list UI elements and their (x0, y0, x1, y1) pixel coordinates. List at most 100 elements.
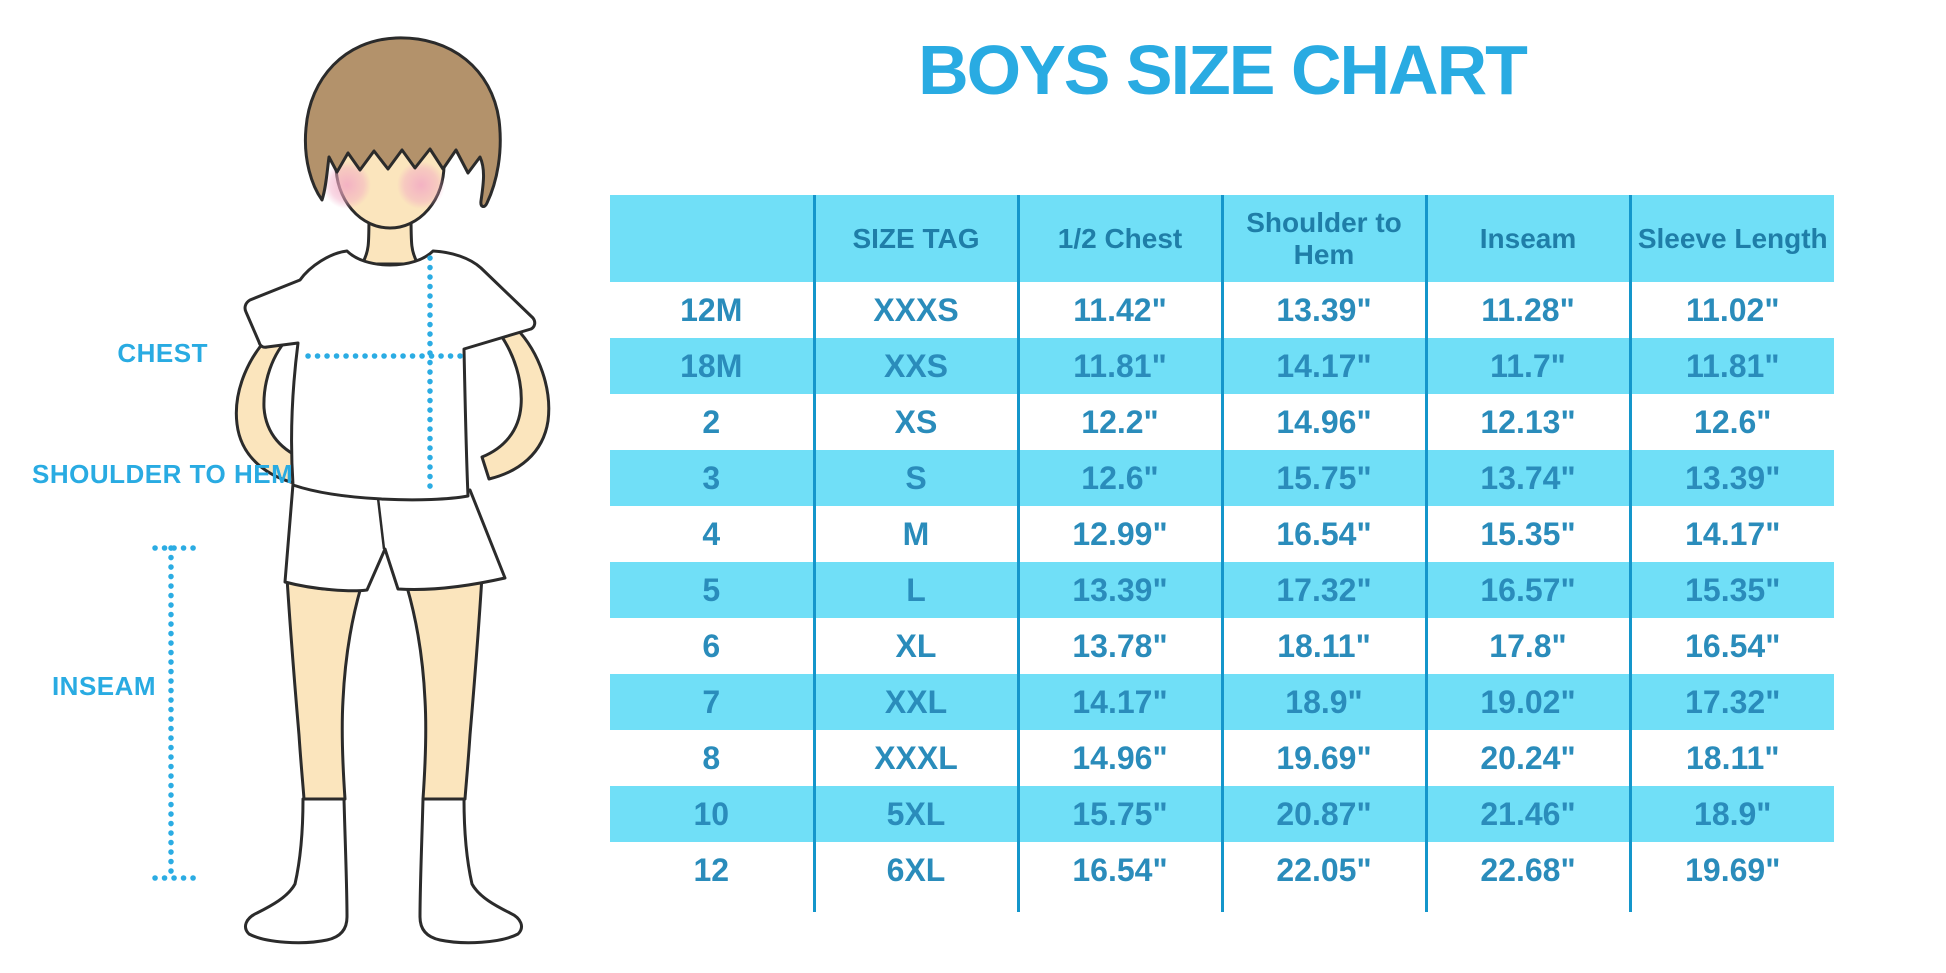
boy-leg-right (405, 574, 484, 801)
table-cell: XXXS (812, 282, 1018, 338)
table-cell: XL (812, 618, 1018, 674)
table-cell: 11.7" (1424, 338, 1630, 394)
table-cell: 19.02" (1424, 674, 1630, 730)
table-cell: 6XL (812, 842, 1018, 898)
chest-label: CHEST (117, 338, 208, 368)
row-label: 6 (610, 618, 814, 674)
table-cell: 13.39" (1220, 282, 1426, 338)
table-row: 4 M 12.99" 16.54" 15.35" 14.17" (610, 506, 1834, 562)
table-cell: XXS (812, 338, 1018, 394)
row-label: 12M (610, 282, 814, 338)
table-cell: 12.6" (1016, 450, 1222, 506)
table-cell: L (812, 562, 1018, 618)
table-cell: 11.02" (1628, 282, 1834, 338)
table-cell: 18.11" (1220, 618, 1426, 674)
column-header: 1/2 Chest (1016, 195, 1222, 282)
table-cell: 15.35" (1628, 562, 1834, 618)
table-cell: 15.75" (1016, 786, 1222, 842)
boy-hair (303, 36, 502, 208)
boy-leg-left (285, 576, 363, 801)
table-cell: 11.81" (1628, 338, 1834, 394)
table-cell: 19.69" (1220, 730, 1426, 786)
table-cell: 19.69" (1628, 842, 1834, 898)
table-cell: 12.6" (1628, 394, 1834, 450)
row-label: 7 (610, 674, 814, 730)
table-cell: 18.11" (1628, 730, 1834, 786)
table-cell: 11.81" (1016, 338, 1222, 394)
row-label: 2 (610, 394, 814, 450)
table-cell: 16.54" (1628, 618, 1834, 674)
table-row: 12M XXXS 11.42" 13.39" 11.28" 11.02" (610, 282, 1834, 338)
boy-shirt (243, 249, 537, 502)
table-cell: 13.39" (1628, 450, 1834, 506)
row-label: 5 (610, 562, 814, 618)
table-row: 12 6XL 16.54" 22.05" 22.68" 19.69" (610, 842, 1834, 898)
boy-illustration (152, 36, 551, 945)
table-row: 2 XS 12.2" 14.96" 12.13" 12.6" (610, 394, 1834, 450)
table-cell: 12.13" (1424, 394, 1630, 450)
column-header: Sleeve Length (1628, 195, 1834, 282)
table-cell: M (812, 506, 1018, 562)
boy-cheek-left (323, 161, 371, 209)
table-cell: 11.28" (1424, 282, 1630, 338)
column-header: Inseam (1424, 195, 1630, 282)
table-cell: XXXL (812, 730, 1018, 786)
table-row: 7 XXL 14.17" 18.9" 19.02" 17.32" (610, 674, 1834, 730)
table-cell: 15.75" (1220, 450, 1426, 506)
grid-line-extension (610, 898, 1834, 912)
table-cell: 20.87" (1220, 786, 1426, 842)
size-table: SIZE TAG 1/2 Chest Shoulder to Hem Inseam Sl… (610, 195, 1834, 912)
table-cell: 22.68" (1424, 842, 1630, 898)
row-label: 12 (610, 842, 814, 898)
row-label: 8 (610, 730, 814, 786)
table-cell: XS (812, 394, 1018, 450)
boy-arm-right (480, 326, 551, 481)
table-row: 6 XL 13.78" 18.11" 17.8" 16.54" (610, 618, 1834, 674)
table-cell: 13.39" (1016, 562, 1222, 618)
table-cell: 16.54" (1016, 842, 1222, 898)
column-header: Shoulder to Hem (1220, 195, 1426, 282)
table-cell: 18.9" (1628, 786, 1834, 842)
table-cell: 17.32" (1220, 562, 1426, 618)
row-label: 4 (610, 506, 814, 562)
table-header-row: SIZE TAG 1/2 Chest Shoulder to Hem Inseam Sl… (610, 195, 1834, 282)
corner-cell (610, 195, 814, 282)
grid-line-extension-cell (1016, 898, 1222, 912)
grid-line-extension-cell (812, 898, 1018, 912)
column-header: SIZE TAG (812, 195, 1018, 282)
table-cell: 17.8" (1424, 618, 1630, 674)
row-label: 10 (610, 786, 814, 842)
grid-line-extension-cell (1628, 898, 1834, 912)
table-cell: XXL (812, 674, 1018, 730)
boy-shorts-crease (376, 497, 386, 550)
table-cell: 12.2" (1016, 394, 1222, 450)
table-cell: 13.74" (1424, 450, 1630, 506)
shoulder-to-hem-label: SHOULDER TO HEM (32, 459, 294, 489)
table-row: 8 XXXL 14.96" 19.69" 20.24" 18.11" (610, 730, 1834, 786)
table-cell: 15.35" (1424, 506, 1630, 562)
table-cell: 14.17" (1628, 506, 1834, 562)
table-row: 5 L 13.39" 17.32" 16.57" 15.35" (610, 562, 1834, 618)
table-cell: 5XL (812, 786, 1018, 842)
grid-line-extension-cell (1220, 898, 1426, 912)
boy-sock-right (418, 797, 523, 945)
table-cell: 14.96" (1220, 394, 1426, 450)
table-cell: 21.46" (1424, 786, 1630, 842)
table-cell: 14.17" (1220, 338, 1426, 394)
page-title: BOYS SIZE CHART (918, 31, 1528, 109)
table-cell: 16.57" (1424, 562, 1630, 618)
table-cell: 18.9" (1220, 674, 1426, 730)
table-cell: S (812, 450, 1018, 506)
table-cell: 16.54" (1220, 506, 1426, 562)
boy-sock-left (244, 797, 349, 945)
table-cell: 20.24" (1424, 730, 1630, 786)
table-cell: 14.17" (1016, 674, 1222, 730)
table-cell: 14.96" (1016, 730, 1222, 786)
grid-line-extension-cell (610, 898, 814, 912)
row-label: 3 (610, 450, 814, 506)
table-cell: 11.42" (1016, 282, 1222, 338)
table-row: 3 S 12.6" 15.75" 13.74" 13.39" (610, 450, 1834, 506)
table-cell: 13.78" (1016, 618, 1222, 674)
grid-line-extension-cell (1424, 898, 1630, 912)
